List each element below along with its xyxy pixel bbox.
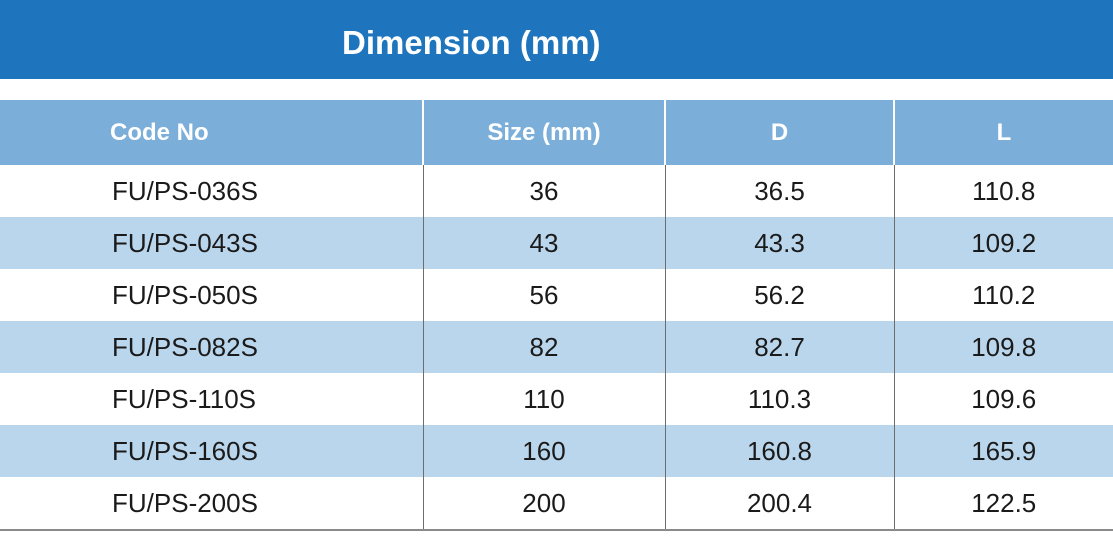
table-row: FU/PS-082S 82 82.7 109.8 <box>0 321 1113 373</box>
cell-d: 56.2 <box>664 269 894 321</box>
cell-d: 200.4 <box>664 477 894 531</box>
cell-d: 43.3 <box>664 217 894 269</box>
cell-size: 200 <box>422 477 665 531</box>
cell-code-no: FU/PS-050S <box>112 279 258 310</box>
cell-l: 165.9 <box>893 425 1113 477</box>
cell-l: 122.5 <box>893 477 1113 531</box>
cell-code-no: FU/PS-082S <box>0 321 423 373</box>
title-bar: Dimension (mm) <box>0 0 1113 79</box>
table-row: FU/PS-160S 160 160.8 165.9 <box>0 425 1113 477</box>
cell-code-no: FU/PS-160S <box>0 425 423 477</box>
cell-l: 110.2 <box>893 269 1113 321</box>
cell-size: 43 <box>422 217 665 269</box>
table-row: FU/PS-043S 43 43.3 109.2 <box>0 217 1113 269</box>
cell-code-no: FU/PS-043S <box>0 217 423 269</box>
table-title: Dimension (mm) <box>342 24 601 61</box>
column-header-l: L <box>893 100 1113 165</box>
column-header-code-no: Code No <box>0 100 423 165</box>
cell-code-no: FU/PS-036S <box>112 175 258 206</box>
table-row: FU/PS-050S 56 56.2 110.2 <box>0 269 1113 321</box>
cell-d: 160.8 <box>664 425 894 477</box>
column-header-size: Size (mm) <box>422 100 665 165</box>
cell-d: 82.7 <box>664 321 894 373</box>
cell-code-no: FU/PS-110S <box>112 383 257 414</box>
cell-size: 82 <box>422 321 665 373</box>
cell-size: 56 <box>422 269 665 321</box>
table-row: FU/PS-036S 36 36.5 110.8 <box>0 165 1113 217</box>
cell-size: 160 <box>422 425 665 477</box>
cell-size: 36 <box>422 165 665 217</box>
cell-l: 110.8 <box>893 165 1113 217</box>
cell-l: 109.6 <box>893 373 1113 425</box>
cell-code-no: FU/PS-200S <box>0 477 423 531</box>
cell-d: 110.3 <box>664 373 894 425</box>
dimension-table: Code No Size (mm) D L FU/PS-036S 36 36.5… <box>0 100 1113 531</box>
cell-size: 110 <box>422 373 665 425</box>
cell-d: 36.5 <box>664 165 894 217</box>
column-header-d: D <box>664 100 894 165</box>
table-row: FU/PS-110S 110 110.3 109.6 <box>0 373 1113 425</box>
header-row: Code No Size (mm) D L <box>0 100 1113 165</box>
table-row: FU/PS-200S 200 200.4 122.5 <box>0 477 1113 531</box>
cell-l: 109.2 <box>893 217 1113 269</box>
cell-l: 109.8 <box>893 321 1113 373</box>
